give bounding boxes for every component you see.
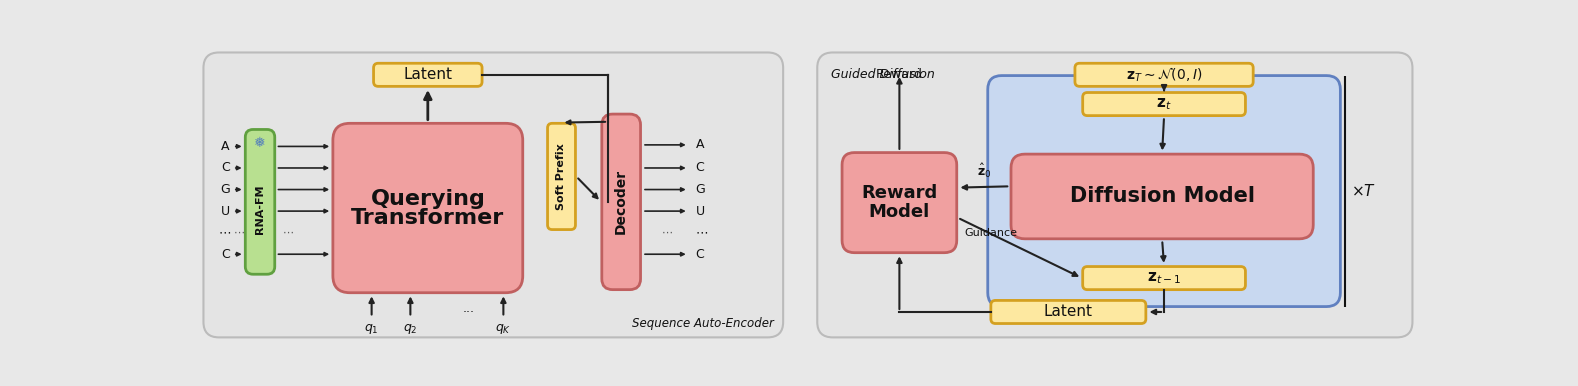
Text: ⋯: ⋯ (234, 228, 245, 238)
FancyBboxPatch shape (204, 52, 783, 337)
Text: $\mathbf{z}_{t-1}$: $\mathbf{z}_{t-1}$ (1147, 270, 1180, 286)
Text: U: U (696, 205, 705, 218)
FancyBboxPatch shape (245, 129, 275, 274)
FancyBboxPatch shape (991, 300, 1146, 323)
Text: $q_1$: $q_1$ (365, 322, 379, 336)
FancyBboxPatch shape (1083, 93, 1245, 116)
Text: C: C (221, 161, 229, 174)
Text: C: C (221, 248, 229, 261)
FancyBboxPatch shape (817, 52, 1412, 337)
Text: C: C (696, 248, 704, 261)
Text: ⋯: ⋯ (282, 228, 294, 238)
Text: Latent: Latent (404, 67, 453, 82)
Text: Model: Model (869, 203, 929, 221)
FancyBboxPatch shape (374, 63, 481, 86)
FancyBboxPatch shape (1083, 267, 1245, 290)
Text: Soft Prefix: Soft Prefix (557, 143, 567, 210)
Text: Querying: Querying (371, 189, 486, 209)
Text: Transformer: Transformer (352, 208, 505, 228)
FancyBboxPatch shape (1011, 154, 1313, 239)
FancyBboxPatch shape (1075, 63, 1253, 86)
Text: G: G (696, 183, 705, 196)
Text: $\mathbf{z}_T \sim \mathcal{N}(0, I)$: $\mathbf{z}_T \sim \mathcal{N}(0, I)$ (1125, 66, 1202, 84)
Text: ⋯: ⋯ (696, 226, 709, 239)
Text: ❅: ❅ (254, 136, 265, 150)
Text: Guidance: Guidance (964, 228, 1018, 238)
Text: G: G (221, 183, 230, 196)
Text: Guided Diffusion: Guided Diffusion (832, 68, 934, 81)
Text: Reward: Reward (862, 185, 937, 202)
Text: $\mathbf{z}_t$: $\mathbf{z}_t$ (1157, 96, 1172, 112)
Text: C: C (696, 161, 704, 174)
FancyBboxPatch shape (333, 123, 522, 293)
Text: Reward: Reward (876, 68, 923, 81)
Text: ⋯: ⋯ (661, 228, 672, 238)
FancyBboxPatch shape (601, 114, 641, 290)
Text: $q_2$: $q_2$ (402, 322, 418, 336)
Text: ⋯: ⋯ (219, 226, 232, 239)
Text: A: A (696, 138, 704, 151)
Text: Decoder: Decoder (614, 169, 628, 234)
Text: $\hat{\mathbf{z}}_0$: $\hat{\mathbf{z}}_0$ (977, 162, 991, 180)
Text: Sequence Auto-Encoder: Sequence Auto-Encoder (631, 317, 773, 330)
Text: U: U (221, 205, 230, 218)
Text: $\times T$: $\times T$ (1351, 183, 1376, 199)
FancyBboxPatch shape (548, 123, 576, 230)
Text: $q_K$: $q_K$ (495, 322, 511, 336)
Text: RNA-FM: RNA-FM (256, 185, 265, 234)
Text: A: A (221, 140, 229, 153)
Text: ...: ... (462, 301, 475, 315)
Text: Latent: Latent (1045, 305, 1094, 320)
FancyBboxPatch shape (988, 76, 1340, 306)
Text: Diffusion Model: Diffusion Model (1070, 186, 1255, 207)
FancyBboxPatch shape (843, 152, 956, 253)
